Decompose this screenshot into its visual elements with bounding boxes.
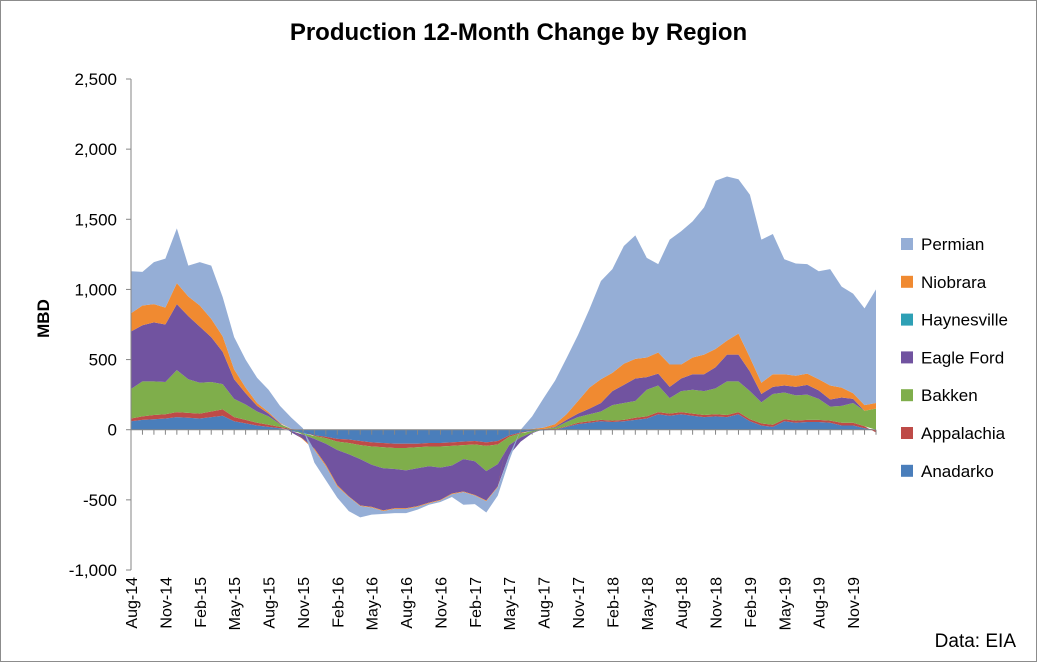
x-tick-label: May-15: [227, 577, 244, 630]
series-area-permian: [131, 176, 876, 518]
x-tick-label: Aug-16: [399, 577, 416, 629]
legend-label: Appalachia: [921, 424, 1006, 443]
legend-label: Eagle Ford: [921, 348, 1004, 367]
legend-label: Bakken: [921, 386, 978, 405]
x-tick-label: Nov-14: [158, 577, 175, 629]
x-tick-label: Aug-15: [262, 577, 279, 629]
y-tick-label: 2,000: [74, 140, 117, 159]
legend-swatch: [901, 389, 913, 402]
legend-swatch: [901, 464, 913, 477]
series-area-niobrara: [131, 283, 876, 512]
x-tick-label: Feb-15: [193, 577, 210, 628]
x-tick-label: Nov-19: [846, 577, 863, 629]
y-tick-label: -500: [83, 491, 117, 510]
series-area-appalachia: [131, 409, 876, 448]
x-tick-label: Feb-17: [468, 577, 485, 628]
x-tick-label: Aug-18: [674, 577, 691, 629]
x-tick-label: May-18: [640, 577, 657, 630]
series-area-bakken: [131, 370, 876, 472]
legend-swatch: [901, 427, 913, 439]
y-tick-label: 500: [89, 351, 117, 370]
y-tick-label: 2,500: [74, 70, 117, 89]
legend-label: Anadarko: [921, 462, 994, 481]
y-tick-label: -1,000: [69, 561, 117, 580]
legend-swatch: [901, 313, 913, 326]
x-tick-label: Aug-19: [812, 577, 829, 629]
legend-swatch: [901, 275, 913, 288]
x-tick-label: May-16: [365, 577, 382, 630]
y-axis-title: MBD: [34, 299, 53, 338]
x-tick-label: Feb-16: [330, 577, 347, 628]
legend-label: Haynesville: [921, 311, 1008, 330]
y-tick-label: 0: [108, 421, 117, 440]
x-tick-label: Aug-17: [537, 577, 554, 629]
y-tick-label: 1,000: [74, 280, 117, 299]
x-tick-label: Nov-16: [433, 577, 450, 629]
x-tick-label: Feb-19: [743, 577, 760, 628]
x-tick-label: Nov-18: [709, 577, 726, 629]
chart-title: Production 12-Month Change by Region: [289, 19, 748, 46]
x-tick-label: Feb-18: [605, 577, 622, 628]
legend-label: Niobrara: [921, 273, 987, 292]
x-tick-label: Aug-14: [124, 577, 141, 629]
x-tick-label: May-17: [502, 577, 519, 630]
x-tick-label: Nov-15: [296, 577, 313, 629]
x-tick-label: May-19: [777, 577, 794, 630]
series-area-eagle-ford: [131, 304, 876, 511]
x-tick-label: Nov-17: [571, 577, 588, 629]
legend-swatch: [901, 351, 913, 364]
legend-label: Permian: [921, 235, 984, 254]
series-area-anadarko: [131, 414, 876, 444]
y-tick-label: 1,500: [74, 210, 117, 229]
source-note: Data: EIA: [934, 631, 1016, 652]
legend-swatch: [901, 238, 913, 250]
